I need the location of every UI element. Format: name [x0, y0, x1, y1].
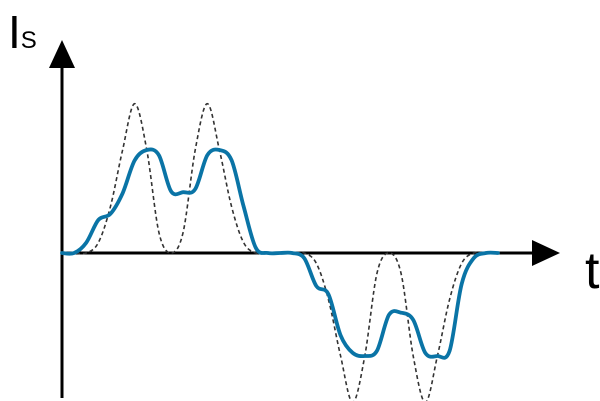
y-axis-label-subscript: S: [21, 27, 37, 54]
reference-current-waveform: [62, 102, 498, 401]
y-axis-arrow-icon: [49, 40, 75, 68]
y-axis-label: IS: [8, 6, 37, 58]
x-axis-arrow-icon: [532, 240, 560, 266]
y-axis-label-main: I: [8, 6, 21, 58]
actual-current-waveform: [60, 147, 500, 360]
x-axis-label: t: [585, 242, 600, 300]
